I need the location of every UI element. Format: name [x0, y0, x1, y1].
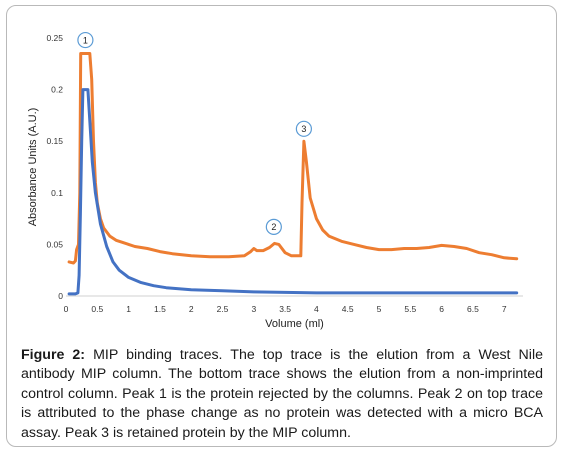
y-tick-label: 0.2	[51, 85, 63, 95]
x-tick-label: 4	[314, 304, 319, 314]
x-tick-label: 2	[189, 304, 194, 314]
x-tick-label: 3.5	[279, 304, 291, 314]
x-tick-label: 0	[64, 304, 69, 314]
figure-caption: Figure 2: MIP binding traces. The top tr…	[21, 346, 543, 443]
peak-marker-circle	[77, 31, 94, 49]
y-tick-label: 0.05	[46, 239, 63, 249]
x-tick-label: 1.5	[154, 304, 166, 314]
x-tick-label: 7	[502, 304, 507, 314]
peak-marker-3: 3	[295, 120, 312, 137]
peak-marker-label: 3	[301, 124, 306, 134]
series-line-1	[67, 52, 519, 265]
y-axis-ticks: 0 0.05 0.1 0.15 0.2 0.25	[46, 33, 63, 301]
caption-text: MIP binding traces. The top trace is the…	[21, 347, 543, 441]
peak-marker-circle	[295, 120, 312, 137]
x-tick-label: 2.5	[217, 304, 229, 314]
peak-marker-label: 1	[83, 35, 88, 45]
caption-label: Figure 2:	[21, 347, 86, 363]
y-tick-label: 0.1	[51, 188, 63, 198]
x-tick-label: 1	[126, 304, 131, 314]
y-tick-label: 0.25	[46, 33, 63, 43]
peak-annotations: 1 2 3	[77, 31, 312, 235]
peak-marker-circle	[265, 218, 282, 235]
x-tick-label: 4.5	[342, 304, 354, 314]
x-axis-label: Volume (ml)	[265, 318, 324, 330]
peak-marker-label: 2	[271, 222, 276, 232]
x-tick-label: 0.5	[91, 304, 103, 314]
series-line-2	[67, 88, 519, 296]
x-tick-label: 6	[439, 304, 444, 314]
elution-chart: 0 0.5 1 1.5 2 2.5 3 3.5 4 4.5 5 5.5 6 6.5 7 0 0.05 0.1 0.…	[27, 31, 523, 330]
x-tick-label: 5.5	[404, 304, 416, 314]
peak-marker-1: 1	[77, 31, 94, 49]
x-axis-ticks: 0 0.5 1 1.5 2 2.5 3 3.5 4 4.5 5 5.5 6 6.5 7	[64, 304, 507, 314]
x-tick-label: 3	[251, 304, 256, 314]
peak-marker-2: 2	[265, 218, 282, 235]
figure-frame	[6, 5, 557, 447]
series-lines	[67, 52, 519, 296]
x-tick-label: 5	[377, 304, 382, 314]
y-axis-label: Absorbance Units (A.U.)	[27, 108, 39, 227]
x-tick-label: 6.5	[467, 304, 479, 314]
y-tick-label: 0	[58, 291, 63, 301]
y-tick-label: 0.15	[46, 136, 63, 146]
